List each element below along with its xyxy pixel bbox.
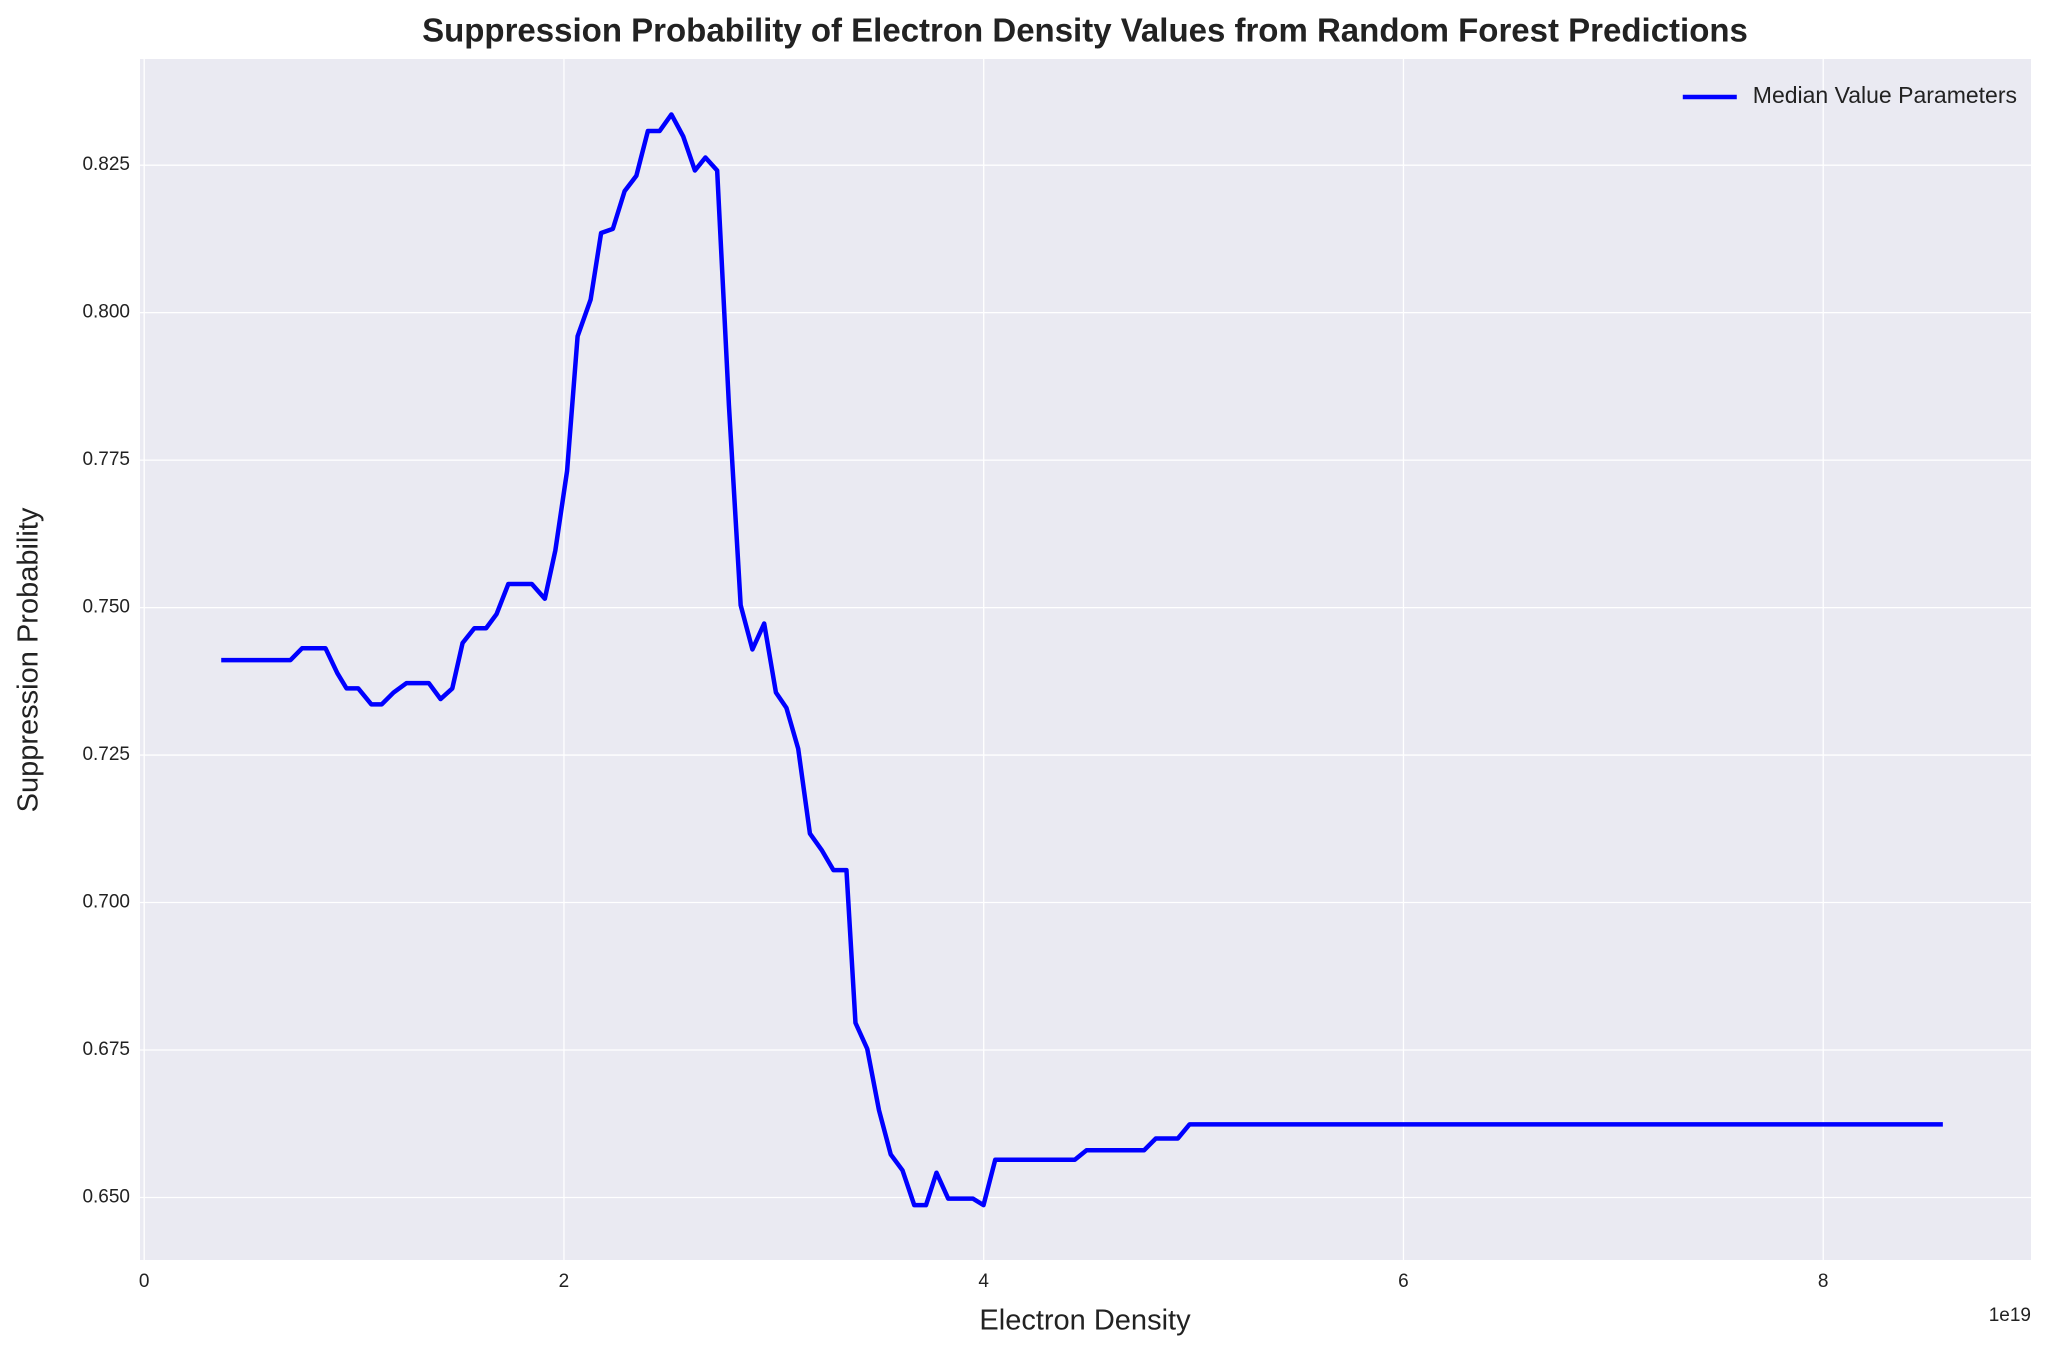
x-axis-label: Electron Density [979, 1305, 1191, 1337]
y-tick-label: 0.775 [82, 449, 130, 470]
chart-title: Suppression Probability of Electron Dens… [422, 12, 1748, 49]
y-tick-label: 0.825 [82, 154, 130, 175]
y-tick-label: 0.700 [82, 892, 130, 913]
x-tick-label: 2 [559, 1271, 570, 1292]
y-tick-label: 0.675 [82, 1039, 130, 1060]
x-tick-label: 8 [1818, 1271, 1829, 1292]
y-tick-label: 0.750 [82, 597, 130, 618]
x-offset-label: 1e19 [1989, 1305, 2031, 1326]
legend-label: Median Value Parameters [1753, 82, 2017, 108]
line-series [221, 112, 1943, 1208]
x-tick-label: 4 [978, 1271, 989, 1292]
y-tick-label: 0.800 [82, 302, 130, 323]
y-tick-label: 0.650 [82, 1186, 130, 1207]
x-tick-label: 6 [1398, 1271, 1409, 1292]
y-axis-label: Suppression Probability [13, 507, 45, 812]
plot-area [140, 59, 2031, 1260]
y-tick-label: 0.725 [82, 744, 130, 765]
x-tick-label: 0 [139, 1271, 150, 1292]
